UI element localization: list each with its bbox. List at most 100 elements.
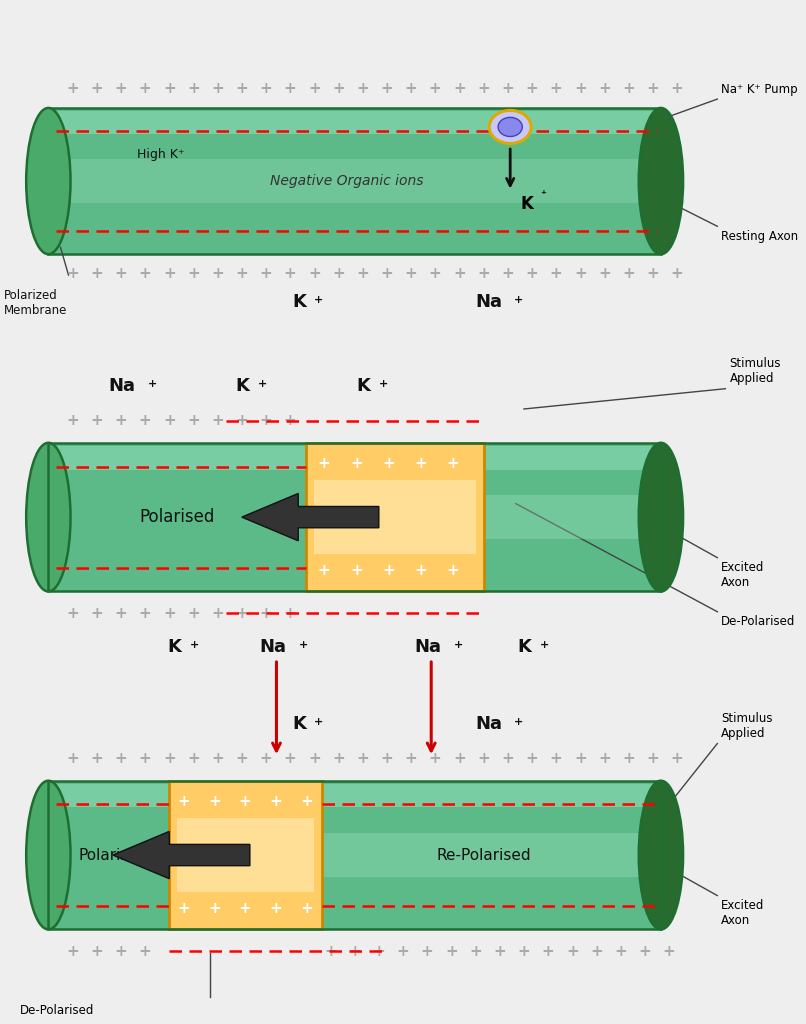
Text: Na⁺ K⁺ Pump: Na⁺ K⁺ Pump (721, 83, 798, 95)
Text: +: + (574, 81, 587, 96)
Text: +: + (622, 266, 635, 281)
Text: +: + (114, 944, 127, 958)
Text: +: + (574, 752, 587, 766)
Text: Excited
Axon: Excited Axon (721, 561, 765, 589)
Text: +: + (139, 414, 152, 428)
Text: +: + (414, 456, 427, 471)
Text: +: + (66, 81, 79, 96)
Text: +: + (211, 81, 224, 96)
Bar (48, 442, 306, 592)
Text: +: + (211, 266, 224, 281)
Text: +: + (429, 752, 442, 766)
Text: +: + (598, 81, 611, 96)
Text: +: + (453, 266, 466, 281)
Text: +: + (477, 81, 490, 96)
Text: +: + (189, 640, 198, 649)
Text: +: + (260, 752, 272, 766)
Text: +: + (382, 563, 395, 579)
Text: K: K (292, 716, 306, 733)
Text: +: + (526, 266, 538, 281)
Text: +: + (550, 752, 563, 766)
Text: +: + (114, 414, 127, 428)
Text: Stimulus
Applied: Stimulus Applied (729, 357, 781, 385)
Text: +: + (671, 81, 683, 96)
Bar (322, 780, 661, 930)
Text: +: + (299, 640, 308, 649)
Ellipse shape (489, 111, 531, 143)
Ellipse shape (26, 108, 71, 254)
Text: +: + (454, 640, 463, 649)
Ellipse shape (26, 442, 71, 592)
Text: +: + (324, 944, 337, 958)
Text: +: + (380, 266, 393, 281)
Text: +: + (429, 81, 442, 96)
Bar (48, 442, 661, 592)
Text: Polarized
Membrane: Polarized Membrane (4, 289, 68, 317)
Text: +: + (540, 640, 549, 649)
Text: +: + (90, 606, 103, 621)
Text: +: + (574, 266, 587, 281)
Text: +: + (382, 456, 395, 471)
Text: +: + (671, 266, 683, 281)
Bar (306, 442, 484, 592)
Text: +: + (380, 81, 393, 96)
Text: +: + (139, 81, 152, 96)
Text: +: + (284, 752, 297, 766)
Text: +: + (139, 752, 152, 766)
Text: K: K (521, 195, 534, 213)
Text: +: + (447, 563, 459, 579)
Text: +: + (284, 606, 297, 621)
Text: Resting Axon: Resting Axon (721, 229, 799, 243)
Text: +: + (260, 606, 272, 621)
Text: +: + (300, 794, 313, 809)
Text: +: + (187, 414, 200, 428)
Text: ⁺: ⁺ (540, 189, 546, 200)
Text: +: + (114, 752, 127, 766)
Ellipse shape (498, 118, 522, 136)
Text: +: + (260, 81, 272, 96)
Text: +: + (66, 944, 79, 958)
Text: +: + (177, 901, 190, 916)
Text: +: + (550, 266, 563, 281)
Text: Na: Na (260, 638, 287, 655)
Text: +: + (332, 266, 345, 281)
Text: +: + (177, 794, 190, 809)
Text: +: + (622, 752, 635, 766)
Text: +: + (445, 944, 458, 958)
Text: +: + (284, 81, 297, 96)
Text: +: + (405, 752, 418, 766)
Text: +: + (163, 752, 176, 766)
Text: +: + (453, 81, 466, 96)
FancyArrow shape (113, 831, 250, 879)
Text: +: + (477, 266, 490, 281)
Text: +: + (163, 606, 176, 621)
Bar (484, 495, 661, 540)
Text: K: K (356, 377, 371, 395)
Text: De-Polarised: De-Polarised (721, 615, 796, 628)
Ellipse shape (638, 442, 683, 592)
Text: +: + (493, 944, 506, 958)
Text: Polarised: Polarised (139, 508, 215, 526)
Text: +: + (350, 563, 363, 579)
Text: Na: Na (108, 377, 135, 395)
Text: K: K (235, 377, 250, 395)
Text: +: + (90, 81, 103, 96)
Text: +: + (66, 266, 79, 281)
Text: Na: Na (475, 293, 502, 311)
Text: +: + (405, 266, 418, 281)
Text: +: + (66, 752, 79, 766)
Text: +: + (646, 752, 659, 766)
Text: K: K (167, 638, 181, 655)
Bar (48, 111, 661, 134)
Text: Na: Na (475, 716, 502, 733)
Text: +: + (429, 266, 442, 281)
Bar (322, 833, 661, 878)
Text: +: + (163, 81, 176, 96)
Text: +: + (372, 944, 385, 958)
Text: +: + (348, 944, 361, 958)
Text: +: + (300, 901, 313, 916)
Text: +: + (308, 752, 321, 766)
Text: +: + (235, 606, 248, 621)
Text: +: + (453, 752, 466, 766)
Text: +: + (332, 752, 345, 766)
